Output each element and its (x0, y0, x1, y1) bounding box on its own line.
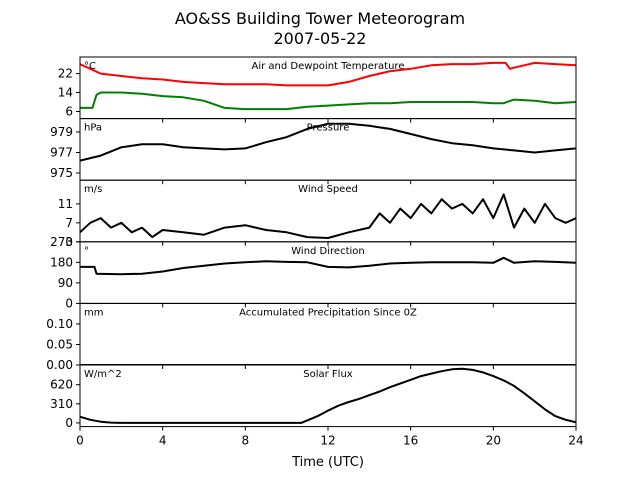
y-tick-label: 620 (50, 378, 73, 392)
panel-4: 0 90 180 270 ° Wind Direction (50, 235, 577, 310)
x-tick-label: 24 (568, 434, 583, 448)
panel-unit-label: m/s (84, 184, 102, 195)
series-line-2 (80, 91, 576, 111)
panel-unit-label: °C (84, 61, 96, 72)
y-tick-label: 0.00 (46, 358, 73, 372)
x-tick-label: 20 (486, 434, 501, 448)
y-tick-label: 22 (58, 67, 73, 81)
panel-title: Air and Dewpoint Temperature (252, 61, 405, 72)
y-tick-label: 0 (65, 416, 73, 430)
panel-unit-label: mm (84, 307, 103, 318)
y-tick-label: 979 (50, 125, 73, 139)
chart-subtitle: 2007-05-22 (274, 29, 367, 48)
panel-2: 975 977 979 hPa Pressure (50, 118, 577, 185)
panel-title: Pressure (307, 123, 350, 134)
y-tick-label: 0 (65, 296, 73, 310)
panel-6: 0 310 620 W/m^2 Solar Flux (50, 364, 577, 431)
x-tick-label: 0 (76, 434, 84, 448)
series-line-1 (80, 256, 576, 276)
y-tick-label: 310 (50, 397, 73, 411)
x-tick-label: 12 (320, 434, 335, 448)
y-tick-label: 7 (65, 216, 73, 230)
x-axis-label: Time (UTC) (291, 455, 364, 470)
y-tick-label: 180 (50, 255, 73, 269)
series-line-1 (80, 122, 576, 162)
chart-title: AO&SS Building Tower Meteorogram (175, 9, 465, 28)
panel-unit-label: ° (84, 246, 89, 257)
x-tick-label: 8 (242, 434, 250, 448)
panel-title: Wind Speed (298, 184, 358, 195)
y-tick-label: 3 (65, 235, 73, 249)
panel-1: 6 14 22 °C Air and Dewpoint Temperature (58, 56, 577, 123)
x-tick-label: 4 (159, 434, 167, 448)
y-tick-label: 977 (50, 145, 73, 159)
panel-unit-label: hPa (84, 123, 102, 134)
y-tick-label: 0.05 (46, 337, 73, 351)
panel-title: Accumulated Precipitation Since 0Z (239, 307, 417, 318)
y-tick-label: 0.10 (46, 317, 73, 331)
panel-title: Solar Flux (303, 369, 353, 380)
panel-3: 3 7 11 m/s Wind Speed (58, 179, 577, 249)
y-tick-label: 11 (58, 197, 73, 211)
series-line-1 (80, 61, 576, 87)
y-tick-label: 975 (50, 166, 73, 180)
panel-5: 0.00 0.05 0.10 mm Accumulated Precipitation … (46, 302, 577, 372)
panel-unit-label: W/m^2 (84, 369, 122, 380)
y-tick-label: 270 (50, 235, 73, 249)
y-tick-label: 6 (65, 104, 73, 118)
panel-title: Wind Direction (291, 246, 365, 257)
x-tick-label: 16 (403, 434, 418, 448)
y-tick-label: 90 (58, 276, 73, 290)
series-line-1 (80, 367, 576, 424)
y-tick-label: 14 (58, 86, 73, 100)
series-line-1 (80, 193, 576, 239)
